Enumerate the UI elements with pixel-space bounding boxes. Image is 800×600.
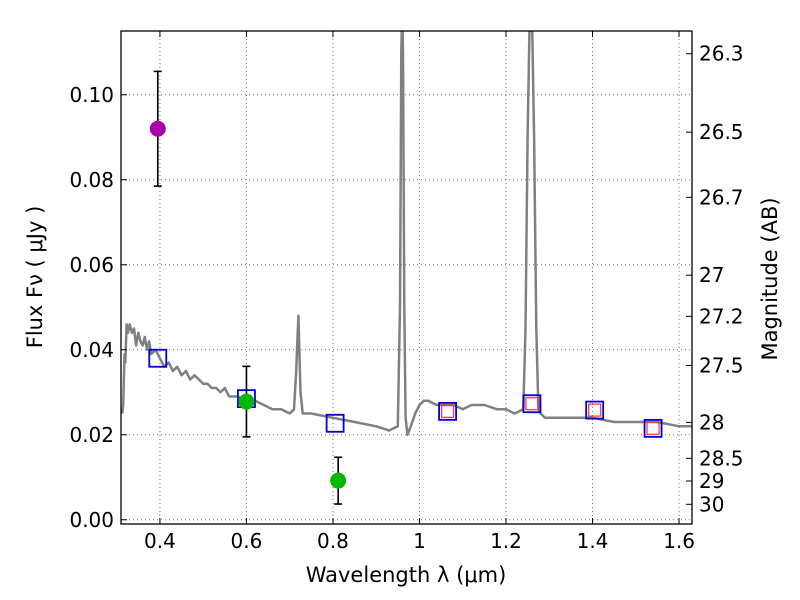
y-tick-label: 0.08 xyxy=(69,168,114,192)
detection-point xyxy=(149,120,166,137)
data-layer xyxy=(121,31,692,505)
x-tick-label: 1.6 xyxy=(663,529,695,553)
mag-tick-label: 28.5 xyxy=(699,446,744,470)
model-band-inner-marker xyxy=(646,421,660,435)
mag-tick-label: 29 xyxy=(699,469,724,493)
mag-tick-label: 26.5 xyxy=(699,120,744,144)
plot-background xyxy=(121,31,692,524)
model-band-marker xyxy=(148,348,168,368)
model-band-marker xyxy=(585,400,605,420)
y-tick-label: 0.06 xyxy=(69,253,114,277)
mag-tick-label: 27 xyxy=(699,263,724,287)
mag-tick-label: 27.2 xyxy=(699,304,744,328)
x-tick-label: 0.6 xyxy=(231,529,263,553)
mag-tick-label: 28 xyxy=(699,410,724,434)
y-axis-label: Flux Fν ( μJy ) xyxy=(23,206,47,349)
mag-tick-label: 30 xyxy=(699,492,724,516)
model-band-marker xyxy=(325,413,345,433)
observed-point xyxy=(330,472,347,489)
x-tick-label: 0.8 xyxy=(317,529,349,553)
y-tick-label: 0.02 xyxy=(69,423,114,447)
model-spectrum-line xyxy=(121,31,692,437)
model-band-inner-marker xyxy=(588,403,602,417)
y2-axis-label: Magnitude (AB) xyxy=(758,197,782,360)
axes: 0.4 0.6 0.8 1 1.2 1.4 1.6 0.00 0.02 0.04 0.06 0.08 0… xyxy=(69,31,744,553)
y-tick-label: 0.04 xyxy=(69,338,114,362)
mag-tick-label: 26.7 xyxy=(699,185,744,209)
model-band-marker xyxy=(522,394,542,414)
plot-frame xyxy=(120,30,693,525)
y-tick-label: 0.10 xyxy=(69,83,114,107)
model-band-inner-marker xyxy=(525,397,539,411)
model-band-inner-marker xyxy=(440,404,455,418)
x-tick-label: 1.4 xyxy=(577,529,609,553)
mag-tick-label: 26.3 xyxy=(699,42,744,66)
x-tick-label: 0.4 xyxy=(144,529,176,553)
model-band-marker xyxy=(643,418,663,438)
x-tick-label: 1.2 xyxy=(490,529,522,553)
model-band-marker xyxy=(438,401,457,421)
mag-tick-label: 27.5 xyxy=(699,353,744,377)
x-axis-label: Wavelength λ (μm) xyxy=(306,563,507,587)
observed-point xyxy=(238,393,255,410)
y-tick-label: 0.00 xyxy=(69,508,114,532)
x-tick-label: 1 xyxy=(413,529,426,553)
